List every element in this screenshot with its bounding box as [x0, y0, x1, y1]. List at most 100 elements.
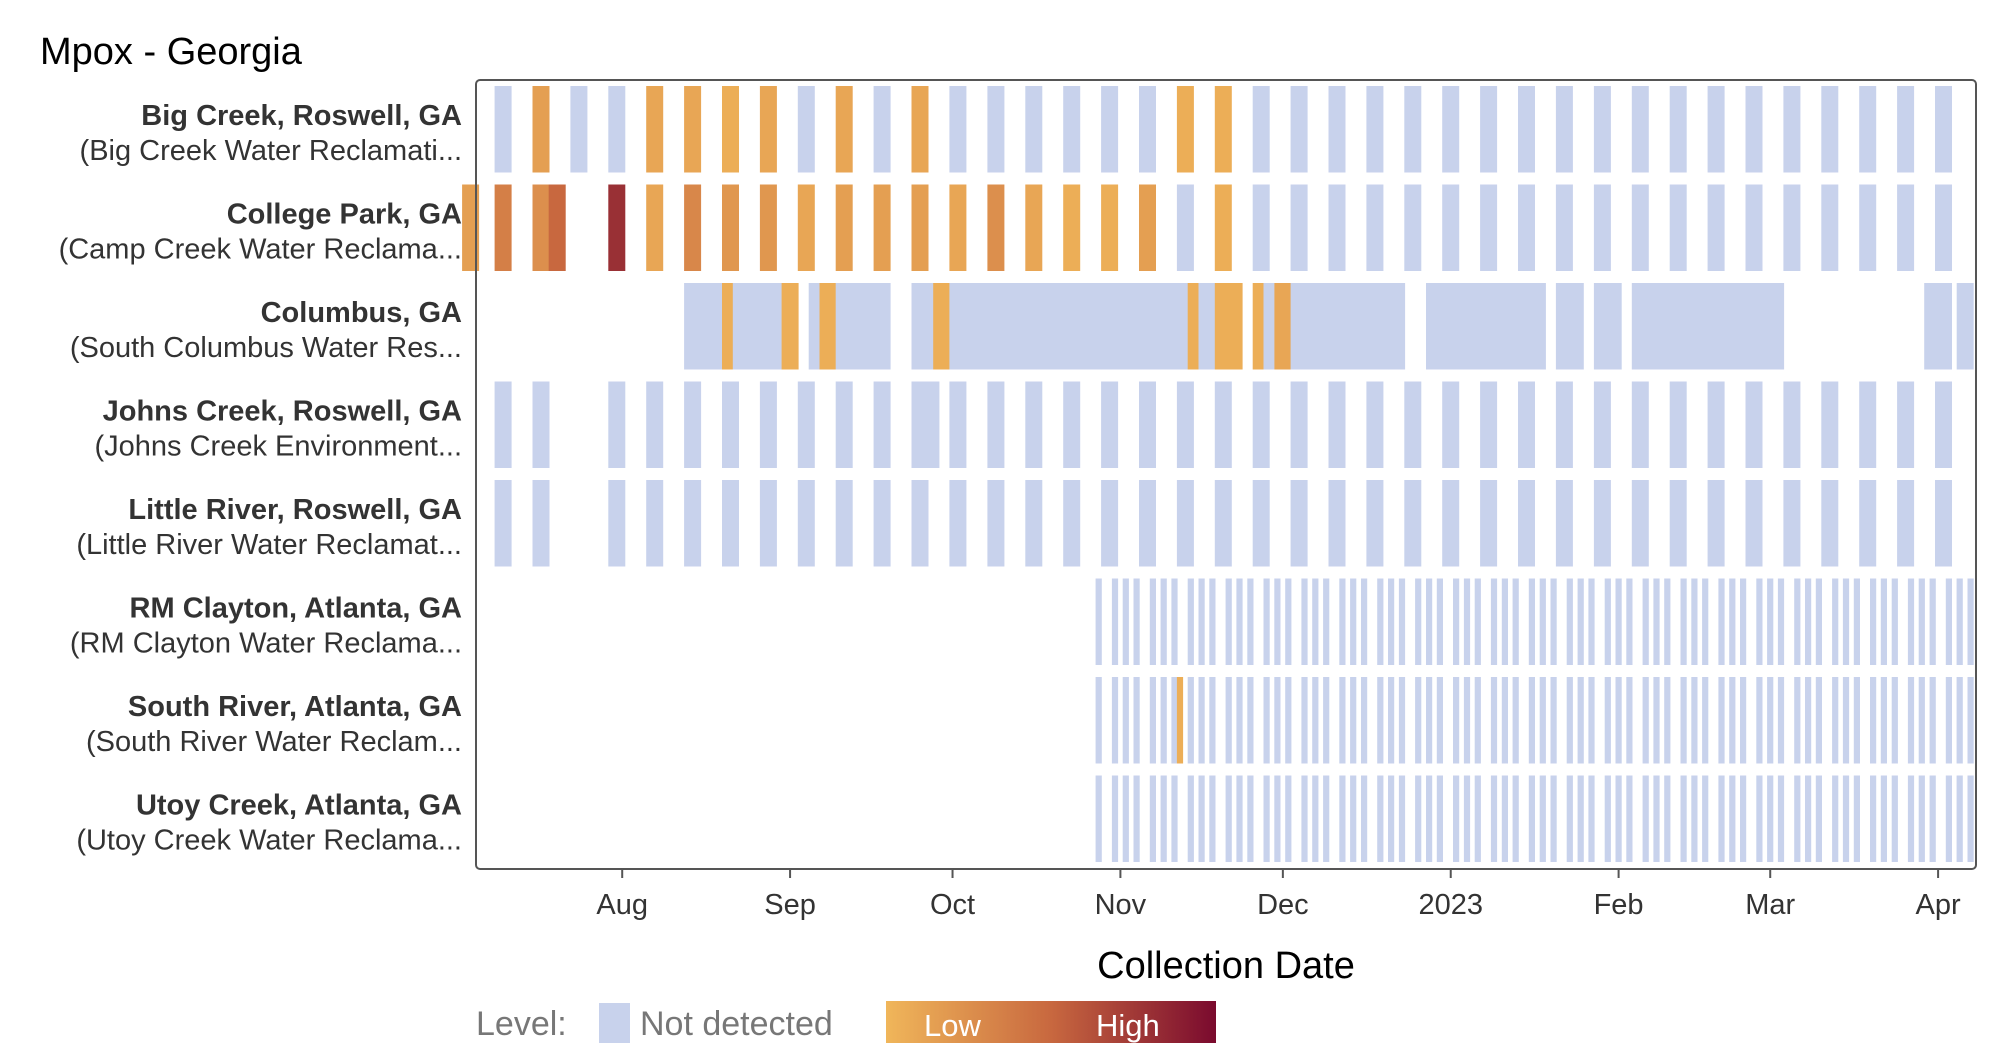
- sample-cell: [1377, 578, 1384, 665]
- sample-cell: [1783, 381, 1801, 468]
- sample-cell: [911, 480, 929, 567]
- sample-cell: [494, 86, 512, 173]
- x-tick-label: Nov: [1095, 889, 1147, 921]
- sample-cell: [1209, 677, 1216, 764]
- sample-cell: [835, 184, 853, 271]
- sample-cell: [1669, 86, 1687, 173]
- x-tick-label: Aug: [596, 889, 648, 921]
- sample-cell: [1214, 86, 1232, 173]
- sample-cell: [1149, 578, 1156, 665]
- sample-cell: [1025, 480, 1043, 567]
- sample-cell: [1046, 283, 1064, 370]
- sample-cell: [1555, 184, 1573, 271]
- sample-cell: [1935, 381, 1952, 468]
- sample-cell: [1501, 775, 1508, 862]
- sample-cell: [873, 184, 891, 271]
- sample-cell: [857, 283, 875, 370]
- sample-cell: [1480, 381, 1498, 468]
- sample-cell: [1480, 86, 1498, 173]
- sample-cell: [1653, 677, 1660, 764]
- sample-cell: [1404, 184, 1422, 271]
- site-facility-label: (Utoy Creek Water Reclama...: [76, 825, 462, 857]
- sample-cell: [1442, 381, 1460, 468]
- sample-cell: [1593, 86, 1611, 173]
- sample-cell: [1328, 86, 1346, 173]
- sample-cell: [933, 283, 951, 370]
- sample-cell: [1122, 578, 1129, 665]
- legend-high-label: High: [1096, 1008, 1160, 1043]
- x-tick-label: Mar: [1745, 889, 1795, 921]
- sample-cell: [1593, 480, 1611, 567]
- sample-cell: [1176, 184, 1194, 271]
- sample-cell: [1702, 677, 1709, 764]
- sample-cell: [1209, 775, 1216, 862]
- plot-frame: [475, 79, 1977, 870]
- sample-cell: [1198, 775, 1205, 862]
- sample-cell: [1935, 184, 1952, 271]
- sample-cell: [1377, 677, 1384, 764]
- sample-cell: [1404, 86, 1422, 173]
- sample-cell: [1274, 578, 1281, 665]
- sample-cell: [1631, 381, 1649, 468]
- sample-cell: [1880, 775, 1887, 862]
- sample-cell: [1729, 283, 1747, 370]
- sample-cell: [1501, 677, 1508, 764]
- x-axis-title: Collection Date: [1097, 945, 1355, 987]
- sample-cell: [1967, 578, 1974, 665]
- sample-cell: [1350, 677, 1357, 764]
- sample-cell: [1593, 381, 1611, 468]
- sample-cell: [1225, 283, 1243, 370]
- sample-cell: [1133, 677, 1140, 764]
- sample-cell: [1415, 578, 1422, 665]
- sample-cell: [1198, 677, 1205, 764]
- sample-cell: [684, 184, 702, 271]
- x-tick-label: Apr: [1916, 889, 1961, 921]
- sample-cell: [1680, 677, 1687, 764]
- sample-cell: [987, 86, 1005, 173]
- sample-cell: [1767, 677, 1774, 764]
- sample-cell: [1350, 775, 1357, 862]
- sample-cell: [1377, 775, 1384, 862]
- sample-cell: [532, 86, 550, 173]
- sample-cell: [743, 283, 761, 370]
- sample-cell: [1566, 677, 1573, 764]
- sample-cell: [1490, 578, 1498, 665]
- sample-cell: [835, 381, 853, 468]
- sample-cell: [1956, 775, 1963, 862]
- sample-cell: [1111, 578, 1119, 665]
- sample-cell: [1095, 677, 1102, 764]
- chart-title: Mpox - Georgia: [40, 31, 303, 73]
- sample-cell: [911, 184, 929, 271]
- sample-cell: [1615, 578, 1622, 665]
- sample-cell: [1225, 578, 1232, 665]
- sample-cell: [1501, 578, 1508, 665]
- sample-cell: [1664, 775, 1671, 862]
- sample-cell: [1453, 775, 1460, 862]
- sample-cell: [1426, 578, 1433, 665]
- sample-cell: [1615, 677, 1622, 764]
- sample-cell: [1691, 578, 1698, 665]
- sample-cell: [1463, 283, 1481, 370]
- sample-cell: [1821, 86, 1839, 173]
- sample-cell: [1160, 283, 1178, 370]
- sample-cell: [1528, 677, 1535, 764]
- sample-cell: [1501, 283, 1519, 370]
- sample-cell: [1707, 381, 1725, 468]
- sample-cell: [1870, 775, 1877, 862]
- sample-cell: [1366, 480, 1384, 567]
- sample-cell: [1133, 578, 1140, 665]
- sample-cell: [1490, 775, 1498, 862]
- sample-cell: [1263, 775, 1270, 862]
- sample-cell: [1615, 775, 1622, 862]
- sample-cell: [1577, 677, 1584, 764]
- sample-cell: [1555, 480, 1573, 567]
- sample-cell: [1323, 775, 1330, 862]
- sample-cell: [1653, 578, 1660, 665]
- sample-cells: [462, 86, 1974, 862]
- sample-cell: [1274, 283, 1292, 370]
- sample-cell: [1442, 480, 1460, 567]
- sample-cell: [1745, 480, 1763, 567]
- x-tick-label: Oct: [930, 889, 975, 921]
- sample-cell: [1512, 775, 1519, 862]
- sample-cell: [1680, 775, 1687, 862]
